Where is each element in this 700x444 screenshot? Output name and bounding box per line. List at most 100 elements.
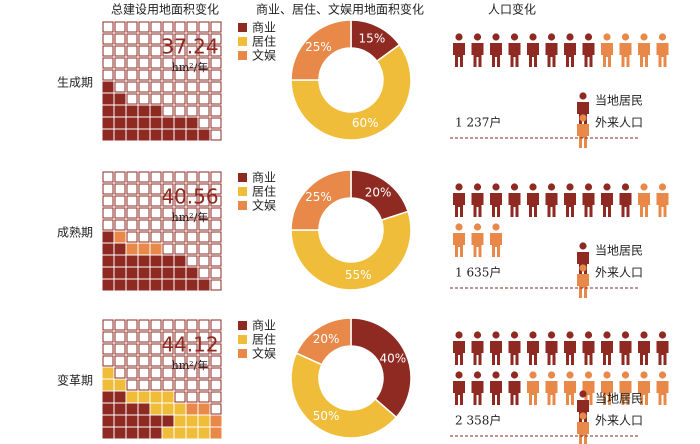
person-body <box>490 193 502 217</box>
waffle-empty <box>150 355 162 367</box>
waffle-empty <box>150 379 162 391</box>
donut-label: 60% <box>352 116 379 130</box>
waffle-empty <box>138 183 150 195</box>
waffle-empty <box>114 171 126 183</box>
person-body <box>656 381 669 405</box>
waffle-empty <box>162 355 174 367</box>
person-head <box>492 371 500 379</box>
waffle-empty <box>210 355 222 367</box>
person-body <box>656 193 669 217</box>
legend-swatch <box>238 173 247 182</box>
person-head <box>455 183 463 191</box>
waffle-empty <box>198 355 210 367</box>
header: 商业、居住、文娱用地面积变化 <box>256 2 424 17</box>
waffle-empty <box>138 343 150 355</box>
waffle-empty <box>138 231 150 243</box>
waffle-cell <box>210 427 222 439</box>
waffle-empty <box>210 319 222 331</box>
person-head <box>566 371 574 379</box>
person-head <box>492 183 500 191</box>
waffle-empty <box>210 255 222 267</box>
waffle-empty <box>198 69 210 81</box>
waffle-empty <box>174 21 186 33</box>
waffle-cell <box>210 415 222 427</box>
person-head <box>455 371 463 379</box>
person-body <box>564 43 576 67</box>
person-head <box>455 223 463 231</box>
person-body <box>490 233 502 257</box>
waffle-empty <box>210 219 222 231</box>
person-head <box>584 331 593 339</box>
waffle-empty <box>210 331 222 343</box>
waffle-cell <box>126 243 138 255</box>
waffle-empty <box>150 319 162 331</box>
period-label: 生成期 <box>57 76 93 90</box>
waffle-empty <box>150 21 162 33</box>
person-head <box>603 33 611 41</box>
legend-label: 文娱 <box>252 346 276 361</box>
waffle-cell <box>174 279 186 291</box>
waffle-empty <box>186 105 198 117</box>
waffle-empty <box>174 45 186 57</box>
waffle-cell <box>114 117 126 129</box>
waffle-cell <box>150 267 162 279</box>
donut-segment <box>290 352 398 439</box>
waffle-cell <box>114 267 126 279</box>
person-body <box>577 274 589 298</box>
waffle-empty <box>162 105 174 117</box>
waffle-empty <box>114 367 126 379</box>
waffle-empty <box>210 81 222 93</box>
waffle-empty <box>198 105 210 117</box>
waffle-cell <box>138 403 150 415</box>
waffle-empty <box>126 45 138 57</box>
waffle-empty <box>210 33 222 45</box>
waffle-cell <box>174 129 186 141</box>
waffle-empty <box>174 171 186 183</box>
person-body <box>638 43 650 67</box>
person-head <box>529 183 537 191</box>
waffle-cell <box>174 117 186 129</box>
waffle-empty <box>186 183 198 195</box>
waffle-empty <box>210 391 222 403</box>
waffle-cell <box>102 255 114 267</box>
donut-label: 55% <box>345 268 372 282</box>
waffle-empty <box>114 219 126 231</box>
legend-swatch <box>238 201 247 210</box>
waffle-empty <box>138 195 150 207</box>
waffle-cell <box>186 427 198 439</box>
waffle-cell <box>162 267 174 279</box>
waffle-cell <box>114 93 126 105</box>
waffle-empty <box>114 69 126 81</box>
waffle-empty <box>126 207 138 219</box>
person-head <box>529 33 537 41</box>
waffle-empty <box>186 21 198 33</box>
person-body <box>545 341 558 365</box>
donut-segment <box>350 317 412 419</box>
waffle-cell <box>114 403 126 415</box>
waffle-empty <box>210 105 222 117</box>
waffle-empty <box>126 171 138 183</box>
area-value: 40.56 <box>161 185 218 209</box>
legend-swatch <box>238 51 247 60</box>
waffle-empty <box>150 367 162 379</box>
waffle-empty <box>162 207 174 219</box>
person-body <box>453 233 465 257</box>
waffle-empty <box>150 81 162 93</box>
person-head <box>455 331 463 339</box>
waffle-empty <box>150 45 162 57</box>
waffle-empty <box>210 57 222 69</box>
waffle-empty <box>210 183 222 195</box>
person-head <box>547 331 556 339</box>
waffle-empty <box>138 171 150 183</box>
waffle-empty <box>138 45 150 57</box>
waffle-cell <box>114 231 126 243</box>
waffle-empty <box>198 219 210 231</box>
waffle-cell <box>150 403 162 415</box>
waffle-empty <box>102 183 114 195</box>
person-head <box>658 183 667 191</box>
person-body <box>453 381 465 405</box>
waffle-empty <box>198 207 210 219</box>
person-body <box>638 381 650 405</box>
donut-label: 25% <box>305 190 332 204</box>
waffle-empty <box>198 117 210 129</box>
